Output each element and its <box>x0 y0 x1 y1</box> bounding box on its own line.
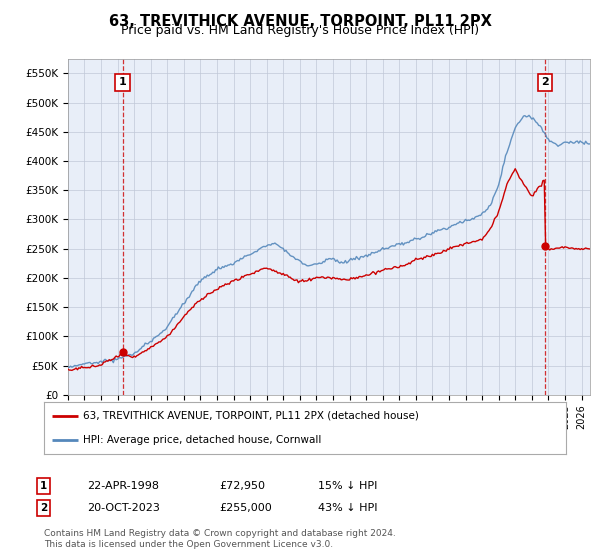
Text: 63, TREVITHICK AVENUE, TORPOINT, PL11 2PX (detached house): 63, TREVITHICK AVENUE, TORPOINT, PL11 2P… <box>83 411 419 421</box>
Text: £72,950: £72,950 <box>219 481 265 491</box>
Text: Price paid vs. HM Land Registry's House Price Index (HPI): Price paid vs. HM Land Registry's House … <box>121 24 479 37</box>
Text: 2: 2 <box>541 77 549 87</box>
Text: 15% ↓ HPI: 15% ↓ HPI <box>318 481 377 491</box>
Text: HPI: Average price, detached house, Cornwall: HPI: Average price, detached house, Corn… <box>83 435 322 445</box>
Text: 2: 2 <box>40 503 47 513</box>
Text: 20-OCT-2023: 20-OCT-2023 <box>87 503 160 513</box>
Text: 1: 1 <box>119 77 127 87</box>
Text: 22-APR-1998: 22-APR-1998 <box>87 481 159 491</box>
Text: Contains HM Land Registry data © Crown copyright and database right 2024.
This d: Contains HM Land Registry data © Crown c… <box>44 529 395 549</box>
Text: 63, TREVITHICK AVENUE, TORPOINT, PL11 2PX: 63, TREVITHICK AVENUE, TORPOINT, PL11 2P… <box>109 14 491 29</box>
Text: £255,000: £255,000 <box>219 503 272 513</box>
Text: 43% ↓ HPI: 43% ↓ HPI <box>318 503 377 513</box>
Text: 1: 1 <box>40 481 47 491</box>
